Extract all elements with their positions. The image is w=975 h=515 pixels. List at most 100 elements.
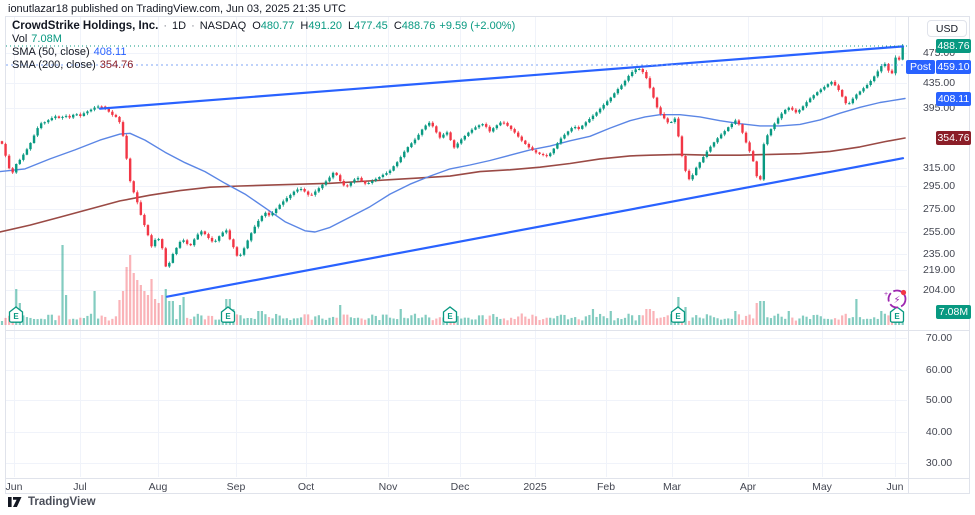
- sma-200-line[interactable]: [0, 137, 906, 233]
- candle-body: [242, 248, 246, 255]
- candle-body: [178, 241, 182, 248]
- volume-bar: [239, 315, 242, 325]
- legend-sma50-row[interactable]: SMA (50, close) 408.11: [12, 46, 515, 59]
- candle-body: [559, 138, 563, 144]
- candle-body: [278, 204, 281, 209]
- exchange-label: NASDAQ: [199, 20, 247, 32]
- volume-bar: [203, 319, 207, 325]
- candle-body: [225, 230, 228, 233]
- interval-label[interactable]: 1D: [172, 20, 187, 32]
- candle-body: [321, 184, 324, 189]
- candle-body: [136, 192, 139, 203]
- volume-bar: [655, 318, 659, 325]
- volume-bar: [246, 318, 249, 325]
- candle-body: [563, 134, 566, 139]
- upper-channel-trendline[interactable]: [98, 45, 905, 110]
- candle-body: [29, 142, 32, 150]
- candle-body: [776, 118, 780, 124]
- candle-body: [217, 236, 221, 241]
- candle-body: [730, 123, 733, 128]
- volume-bar: [331, 316, 335, 325]
- earnings-marker[interactable]: E: [220, 306, 236, 323]
- volume-bar: [780, 316, 783, 325]
- candle-body: [573, 127, 577, 129]
- candle-body: [132, 181, 135, 193]
- volume-bar: [538, 319, 541, 325]
- volume-bar: [869, 318, 872, 325]
- tradingview-logo-text: TradingView: [28, 496, 96, 508]
- currency-button[interactable]: USD: [927, 20, 967, 37]
- volume-bar: [392, 318, 395, 325]
- volume-bar: [812, 315, 815, 325]
- legend-symbol-row[interactable]: CrowdStrike Holdings, Inc. · 1D · NASDAQ…: [12, 20, 515, 33]
- volume-bar: [114, 316, 118, 325]
- candle-body: [570, 128, 573, 132]
- volume-bar: [648, 309, 652, 325]
- candle-body: [64, 115, 68, 117]
- earnings-marker[interactable]: E: [670, 306, 686, 323]
- candle-body: [456, 143, 459, 148]
- volume-bar: [506, 320, 509, 325]
- candle-body: [128, 158, 132, 182]
- price-tick-label: 315.00: [922, 162, 956, 174]
- candle-body: [214, 240, 217, 242]
- sma-50-line[interactable]: [0, 97, 906, 233]
- time-tick-label: Nov: [378, 481, 398, 493]
- lower-channel-trendline[interactable]: [165, 157, 905, 298]
- candle-body: [289, 194, 292, 199]
- volume-bar: [816, 314, 819, 325]
- volume-bar: [118, 300, 121, 325]
- candle-body: [808, 98, 812, 103]
- tradingview-logo[interactable]: TradingView: [8, 496, 96, 508]
- earnings-marker[interactable]: E: [8, 306, 24, 323]
- candle-body: [840, 90, 844, 97]
- candle-body: [616, 89, 620, 94]
- candle-body: [784, 109, 787, 114]
- volume-bar: [695, 315, 698, 325]
- legend-volume-row[interactable]: Vol 7.08M: [12, 33, 515, 46]
- volume-bar: [545, 317, 548, 325]
- volume-bar: [873, 317, 876, 325]
- candle-body: [894, 57, 897, 74]
- price-tick-label: 235.00: [922, 248, 956, 260]
- price-tick-label: 60.00: [925, 364, 953, 376]
- volume-bar: [755, 303, 758, 325]
- volume-bar: [364, 319, 367, 325]
- volume-bar: [773, 315, 776, 325]
- candle-body: [591, 115, 595, 119]
- candle-body: [395, 162, 399, 167]
- candle-body: [157, 239, 160, 241]
- volume-bar: [492, 314, 495, 325]
- volume-bar: [299, 317, 303, 325]
- volume-bar: [631, 315, 634, 325]
- candle-body: [634, 69, 637, 73]
- legend-sma200-row[interactable]: SMA (200, close) 354.76: [12, 59, 515, 72]
- volume-bar: [549, 317, 552, 325]
- volume-bar: [267, 317, 271, 325]
- volume-bar: [403, 317, 406, 325]
- volume-bar: [100, 315, 103, 325]
- volume-bar: [762, 301, 765, 325]
- volume-bar: [712, 317, 716, 325]
- flash-notification-icon[interactable]: ⚡+: [884, 289, 907, 309]
- volume-bar: [75, 319, 78, 325]
- volume-bar: [865, 318, 869, 325]
- volume-bar: [346, 314, 349, 325]
- earnings-marker[interactable]: E: [442, 306, 458, 323]
- volume-bar: [534, 316, 538, 325]
- price-badge: 7.08M: [936, 305, 971, 319]
- candle-body: [691, 175, 694, 180]
- volume-bar: [727, 318, 730, 325]
- candle-body: [342, 181, 345, 186]
- earnings-marker[interactable]: E: [889, 306, 905, 323]
- candle-body: [171, 254, 175, 263]
- candle-body: [161, 239, 164, 249]
- volume-bar: [598, 313, 602, 325]
- volume-bar: [559, 314, 563, 325]
- candle-body: [759, 176, 762, 180]
- candle-body: [702, 157, 705, 163]
- volume-bar: [652, 311, 655, 325]
- candle-body: [823, 86, 826, 90]
- candle-body: [538, 152, 541, 154]
